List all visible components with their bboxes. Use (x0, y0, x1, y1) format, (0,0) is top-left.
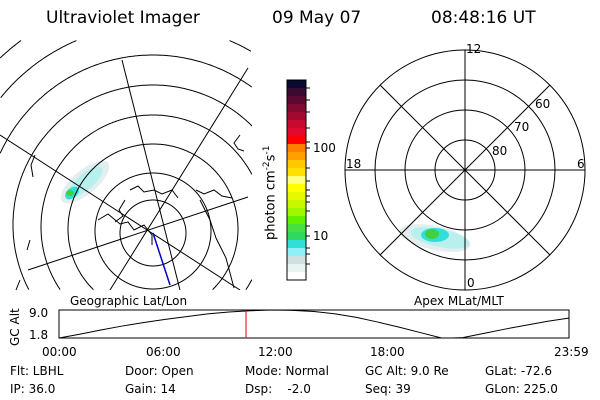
latitude-circle (12, 84, 252, 290)
xtick-0: 00:00 (42, 345, 77, 359)
colorbar-segment (287, 128, 306, 137)
mlt-label-12: 12 (466, 42, 482, 56)
latitude-circle (0, 54, 252, 154)
latitude-circle (229, 40, 252, 52)
colorbar-frame (286, 79, 307, 281)
lat-label-70: 70 (514, 120, 530, 134)
xtick-2: 12:00 (258, 345, 293, 359)
latitude-circle (0, 40, 77, 99)
lat-label-80: 80 (492, 144, 508, 158)
colorbar-segment (287, 168, 306, 177)
geo-panel-label: Geographic Lat/Lon (70, 294, 188, 308)
altitude-ylabel: GC Alt (8, 308, 22, 346)
colorbar-segment (287, 232, 306, 241)
colorbar-segment (287, 264, 306, 273)
apex-panel-label: Apex MLat/MLT (414, 294, 504, 308)
latitude-circle (212, 229, 239, 290)
colorbar-segment (287, 152, 306, 161)
colorbar-tick-10: 10 (313, 229, 329, 243)
lat-label-60: 60 (535, 97, 551, 111)
colorbar-segment (287, 224, 306, 233)
glon-info: GLon: 225.0 (485, 382, 558, 396)
mlt-line (379, 84, 551, 256)
ytick-9: 9.0 (29, 306, 49, 320)
colorbar-segment (287, 184, 306, 193)
coastline (15, 134, 245, 290)
latitude-circle (40, 114, 252, 290)
colorbar-segment (287, 160, 306, 169)
colorbar-segment (287, 192, 306, 201)
latitude-circle (0, 40, 22, 59)
date-label: 09 May 07 (272, 8, 362, 28)
altitude-line (58, 309, 569, 339)
gain-info: Gain: 14 (125, 382, 176, 396)
colorbar-segment (287, 216, 306, 225)
colorbar-segment (287, 144, 306, 153)
colorbar-segment (287, 104, 306, 113)
colorbar-segment (287, 176, 306, 185)
meridian-line (0, 134, 241, 290)
colorbar-segment (287, 112, 306, 121)
meridian-line (27, 196, 249, 271)
coastline (97, 185, 235, 289)
latitude-circle (67, 143, 239, 290)
door-info: Door: Open (125, 364, 194, 378)
colorbar-segment (287, 120, 306, 129)
geographic-map (0, 40, 252, 290)
mlt-label-18: 18 (346, 157, 362, 171)
colorbar-segment (287, 256, 306, 265)
apex-polar-plot (344, 49, 586, 291)
colorbar-tick-100: 100 (313, 141, 336, 155)
dsp-info: Dsp: -2.0 (245, 382, 311, 396)
xtick-3: 18:00 (370, 345, 405, 359)
mode-info: Mode: Normal (245, 364, 329, 378)
aurora-blob-peak (66, 190, 74, 196)
latitude-circle (245, 279, 252, 290)
xtick-4: 23:59 (554, 345, 589, 359)
colorbar-segment (287, 240, 306, 249)
glat-info: GLat: -72.6 (485, 364, 552, 378)
seq-info: Seq: 39 (365, 382, 411, 396)
mlt-label-6: 6 (577, 157, 585, 171)
meridian-line (109, 67, 249, 290)
instrument-title: Ultraviolet Imager (46, 8, 200, 28)
aurora-blob-peak (425, 229, 439, 239)
colorbar-segment (287, 80, 306, 89)
colorbar-segment (287, 136, 306, 145)
colorbar-segment (287, 200, 306, 209)
altitude-plot (58, 309, 570, 339)
xtick-1: 06:00 (146, 345, 181, 359)
colorbar (286, 79, 310, 281)
colorbar-segment (287, 248, 306, 257)
gc-alt-info: GC Alt: 9.0 Re (365, 364, 449, 378)
filter-info: Flt: LBHL (10, 364, 64, 378)
colorbar-segment (287, 88, 306, 97)
meridian-line (121, 59, 181, 290)
colorbar-segment (287, 96, 306, 105)
satellite-track (152, 232, 171, 286)
latitude-circle (94, 172, 212, 290)
mlt-label-0: 0 (467, 276, 475, 290)
ytick-1.8: 1.8 (29, 328, 49, 342)
altitude-frame (58, 309, 570, 339)
time-label: 08:48:16 UT (431, 8, 536, 28)
ip-info: IP: 36.0 (10, 382, 56, 396)
colorbar-segment (287, 272, 306, 281)
latitude-circle (119, 199, 187, 267)
colorbar-label: photon cm-2s-1 (262, 145, 279, 240)
colorbar-segment (287, 208, 306, 217)
